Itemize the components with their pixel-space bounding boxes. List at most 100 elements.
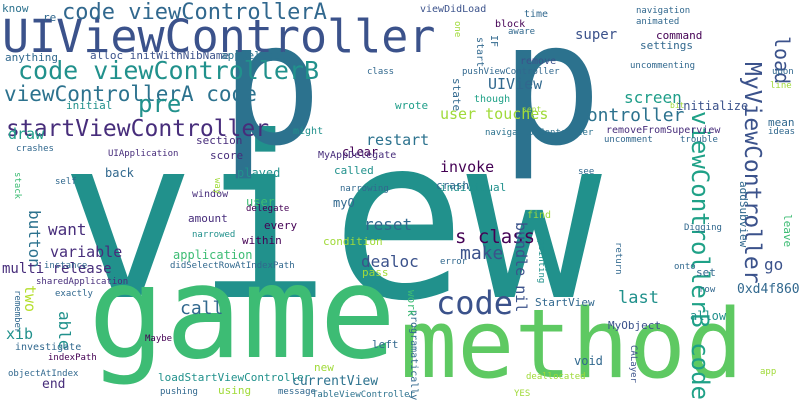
cloud-word: every <box>264 219 298 232</box>
cloud-word: way <box>212 178 222 195</box>
cloud-word: loadStartViewController <box>158 371 311 384</box>
cloud-word: end <box>42 377 66 392</box>
cloud-word: viewDidLoad <box>420 4 487 15</box>
cloud-word: condition <box>323 235 383 248</box>
cloud-word: remember <box>12 290 22 334</box>
cloud-word: see <box>578 167 595 177</box>
cloud-word: StartView <box>535 296 595 309</box>
cloud-word: one <box>452 21 462 38</box>
cloud-word: played <box>237 166 281 180</box>
cloud-word: called <box>334 164 374 177</box>
cloud-word: message <box>278 387 316 397</box>
cloud-word: set <box>696 266 716 279</box>
cloud-word: xib <box>6 325 34 343</box>
cloud-word: alloc initWithNibName <box>90 49 230 62</box>
cloud-word: UIApplication <box>108 149 179 159</box>
cloud-word: mean <box>768 116 795 129</box>
cloud-word: error <box>440 257 468 267</box>
cloud-word: able <box>55 311 74 350</box>
cloud-word: myO <box>333 196 355 210</box>
cloud-word: block <box>495 19 526 30</box>
cloud-word: appDelegate <box>221 49 294 62</box>
cloud-word: initial <box>66 99 113 112</box>
cloud-word: indexPath <box>48 353 97 363</box>
cloud-word: return <box>613 242 623 275</box>
cloud-word: anything <box>5 51 58 64</box>
cloud-word: new <box>314 361 334 374</box>
cloud-word: want <box>48 220 87 239</box>
cloud-word: controller <box>576 105 685 126</box>
cloud-word: 0xd4f860 <box>737 282 800 297</box>
cloud-word: void <box>574 354 603 368</box>
cloud-word: find <box>527 210 552 221</box>
cloud-word: time <box>524 9 549 20</box>
cloud-word: last <box>618 288 659 308</box>
cloud-word: exactly <box>55 289 93 299</box>
cloud-word: command <box>656 29 703 42</box>
cloud-word: stack <box>12 172 22 200</box>
cloud-word: two <box>21 285 39 313</box>
cloud-word: upon <box>772 67 794 77</box>
cloud-word: MyObject <box>608 319 661 332</box>
cloud-word: user touches <box>440 105 549 123</box>
cloud-word: know <box>2 2 29 15</box>
cloud-word: YES <box>514 389 531 399</box>
cloud-word: clear <box>342 145 379 159</box>
cloud-word: draw <box>8 125 45 143</box>
cloud-word: left <box>372 338 399 351</box>
cloud-word: go <box>764 255 784 274</box>
cloud-word: CALayer <box>628 345 638 383</box>
cloud-word: pass <box>362 266 389 279</box>
cloud-word: using <box>218 384 252 397</box>
cloud-word: wrote <box>395 99 429 112</box>
cloud-word: viewControllerA code <box>4 82 257 106</box>
cloud-word: objectAtIndex <box>8 369 79 379</box>
cloud-word: sharedApplication <box>36 277 129 287</box>
cloud-word: initialize <box>676 99 749 113</box>
cloud-word: sent <box>522 105 542 114</box>
cloud-word: dealoc <box>361 252 419 271</box>
cloud-word: pushing <box>160 387 198 397</box>
cloud-word: settings <box>640 39 693 52</box>
cloud-word: make <box>460 243 504 264</box>
cloud-word: didSelectRowAtIndexPath <box>170 261 295 271</box>
cloud-word: state <box>450 78 463 112</box>
cloud-word: app <box>760 367 777 377</box>
cloud-word: remove <box>520 56 557 67</box>
cloud-word: uncommenting <box>630 61 696 71</box>
cloud-word: TableViewController <box>312 390 415 400</box>
cloud-word: back <box>105 166 134 180</box>
cloud-word: UIViewController <box>2 10 436 63</box>
cloud-word: bundle nil <box>512 222 530 313</box>
cloud-word: code <box>436 284 514 322</box>
cloud-word: row <box>699 285 716 295</box>
cloud-word: onto <box>674 262 696 272</box>
cloud-word: Digging <box>684 223 722 233</box>
cloud-word: narrowing <box>340 184 389 194</box>
cloud-word: invoke <box>440 158 495 176</box>
cloud-word: animated <box>636 17 680 27</box>
cloud-word: MyAppDelegate <box>318 150 397 161</box>
cloud-word: application <box>173 248 253 262</box>
cloud-word: bit <box>670 101 685 110</box>
cloud-word: allow <box>690 309 727 323</box>
cloud-word: crashes <box>16 144 54 154</box>
cloud-word: start <box>474 37 485 68</box>
cloud-word: self <box>55 177 77 187</box>
cloud-word: s class <box>455 226 536 248</box>
cloud-word: restart <box>366 131 430 149</box>
cloud-word: re <box>43 11 57 24</box>
cloud-word: multi release <box>2 261 112 277</box>
cloud-word: aware <box>508 27 536 37</box>
cloud-word: individual <box>440 181 507 194</box>
cloud-word: call <box>180 298 224 319</box>
cloud-word: removeFromSuperview <box>606 125 721 136</box>
cloud-word: though <box>474 94 511 105</box>
cloud-word: method <box>400 290 744 400</box>
cloud-word: navigation <box>636 6 691 16</box>
cloud-word: instance <box>44 261 88 271</box>
cloud-word: leave <box>781 214 794 248</box>
cloud-word: code viewControllerA <box>62 0 327 25</box>
cloud-word: within <box>242 234 282 247</box>
cloud-word: view <box>60 89 602 351</box>
